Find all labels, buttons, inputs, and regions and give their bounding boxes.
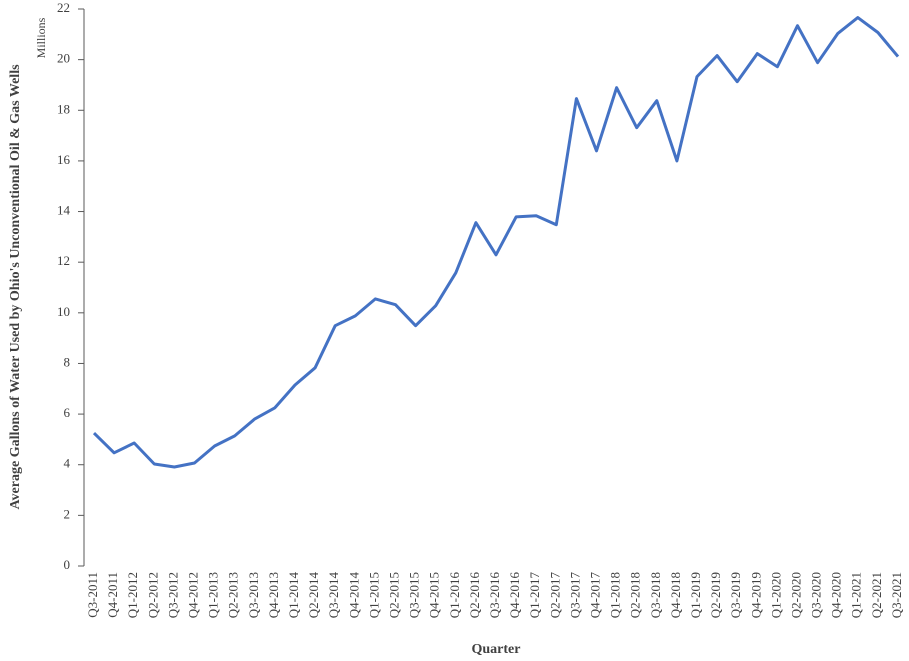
x-tick-label: Q1-2013 [206,572,221,618]
x-tick-label: Q2-2016 [467,572,482,619]
y-tick-label: 2 [64,506,71,521]
x-tick-label: Q1-2017 [527,572,542,619]
x-tick-label: Q2-2019 [708,572,723,618]
x-tick-label: Q4-2011 [105,572,120,618]
x-tick-label: Q4-2012 [186,572,201,618]
y-axis-title: Average Gallons of Water Used by Ohio's … [8,64,23,510]
x-tick-label: Q3-2020 [809,572,824,618]
y-tick-label: 4 [64,456,71,471]
x-tick-label: Q4-2020 [829,572,844,618]
x-tick-label: Q3-2013 [246,572,261,618]
x-tick-label: Q3-2014 [326,572,341,619]
x-tick-label: Q2-2014 [306,572,321,619]
x-tick-label: Q2-2012 [145,572,160,618]
x-tick-label: Q1-2021 [849,572,864,618]
y-tick-label: 14 [57,203,71,218]
x-tick-label: Q3-2017 [567,572,582,619]
x-tick-label: Q2-2017 [547,572,562,619]
x-tick-label: Q4-2013 [266,572,281,618]
x-tick-label: Q1-2015 [366,572,381,618]
x-tick-label: Q4-2018 [668,572,683,618]
x-axis-title: Quarter [472,642,521,657]
x-tick-label: Q4-2019 [748,572,763,618]
x-tick-label: Q4-2015 [427,572,442,618]
y-tick-label: 6 [64,405,71,420]
x-tick-label: Q3-2015 [407,572,422,618]
y-unit-label: Millions [34,17,48,58]
x-tick-label: Q3-2018 [648,572,663,618]
x-tick-label: Q4-2016 [507,572,522,619]
x-tick-label: Q2-2013 [226,572,241,618]
x-tick-label: Q3-2016 [487,572,502,619]
x-tick-label: Q1-2012 [125,572,140,618]
x-tick-label: Q4-2017 [587,572,602,619]
x-tick-label: Q3-2011 [85,572,100,618]
data-line [92,16,900,469]
y-tick-label: 12 [57,253,70,268]
x-tick-label: Q1-2020 [768,572,783,618]
x-tick-label: Q2-2018 [628,572,643,618]
y-tick-label: 20 [57,51,70,66]
y-tick-label: 18 [57,101,70,116]
x-tick-label: Q2-2020 [788,572,803,618]
y-tick-label: 22 [57,0,70,15]
x-tick-label: Q3-2019 [728,572,743,618]
x-tick-label: Q3-2021 [889,572,904,618]
x-tick-label: Q1-2019 [688,572,703,618]
y-tick-label: 8 [64,354,71,369]
x-tick-label: Q2-2021 [869,572,884,618]
x-tick-label: Q4-2014 [346,572,361,619]
x-tick-label: Q1-2016 [447,572,462,619]
x-tick-label: Q1-2014 [286,572,301,619]
x-tick-label: Q1-2018 [608,572,623,618]
y-tick-label: 0 [64,557,71,572]
y-tick-label: 10 [57,304,70,319]
y-tick-label: 16 [57,152,71,167]
x-tick-label: Q3-2012 [165,572,180,618]
x-tick-label: Q2-2015 [386,572,401,618]
